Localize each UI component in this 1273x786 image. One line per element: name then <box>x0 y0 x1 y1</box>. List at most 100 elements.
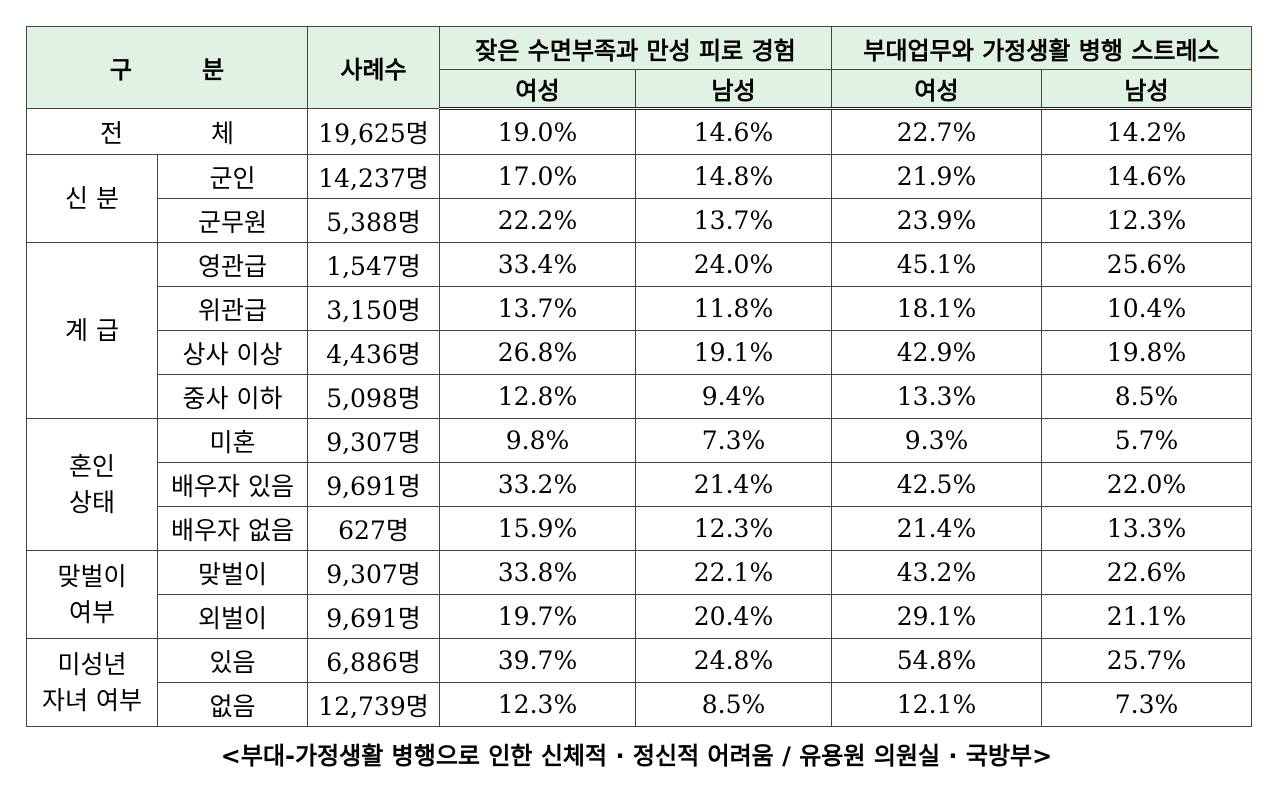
value-cell: 14.6% <box>635 108 832 155</box>
table-row: 미성년 자녀 여부 있음 6,886명 39.7% 24.8% 54.8% 25… <box>26 638 1253 727</box>
group-label-line: 여부 <box>68 597 115 627</box>
value-cell: 21.9% <box>831 154 1042 199</box>
value-cell: 19.0% <box>439 108 636 155</box>
group-label: 맞벌이 여부 <box>26 550 158 639</box>
group-label-line: 혼인 <box>68 451 115 481</box>
group-label: 계 급 <box>26 242 158 419</box>
group-label-line: 자녀 여부 <box>42 685 142 715</box>
group-label: 신 분 <box>26 154 158 243</box>
value-cell: 19.8% <box>1040 330 1253 375</box>
value-cell: 11.8% <box>635 286 832 331</box>
count-cell: 19,625명 <box>307 108 440 155</box>
value-cell: 14.8% <box>635 154 832 199</box>
table-row: 없음 12,739명 12.3% 8.5% 12.1% 7.3% <box>27 682 1253 727</box>
female-header: 여성 <box>831 69 1042 110</box>
group-label: 미성년 자녀 여부 <box>26 638 158 727</box>
value-cell: 21.4% <box>635 462 832 507</box>
subgroup-label: 중사 이하 <box>157 374 308 419</box>
value-cell: 12.3% <box>1040 198 1253 243</box>
value-cell: 8.5% <box>1040 374 1253 419</box>
value-cell: 29.1% <box>831 594 1042 639</box>
subgroup-label: 미혼 <box>157 418 308 463</box>
value-cell: 12.3% <box>635 506 832 551</box>
value-cell: 42.9% <box>831 330 1042 375</box>
male-header: 남성 <box>1040 69 1253 110</box>
value-cell: 7.3% <box>635 418 832 463</box>
value-cell: 13.7% <box>635 198 832 243</box>
group-label: 혼인 상태 <box>26 418 158 551</box>
value-cell: 12.8% <box>439 374 636 419</box>
table-row: 혼인 상태 미혼 9,307명 9.8% 7.3% 9.3% 5.7% <box>26 418 1253 551</box>
sample-count-header: 사례수 <box>307 26 440 109</box>
count-cell: 3,150명 <box>307 286 440 331</box>
value-cell: 42.5% <box>831 462 1042 507</box>
value-cell: 7.3% <box>1040 682 1253 727</box>
table-row: 상사 이상 4,436명 26.8% 19.1% 42.9% 19.8% <box>27 330 1253 375</box>
value-cell: 22.0% <box>1040 462 1253 507</box>
value-cell: 8.5% <box>635 682 832 727</box>
value-cell: 13.7% <box>439 286 636 331</box>
table-row: 위관급 3,150명 13.7% 11.8% 18.1% 10.4% <box>27 286 1253 331</box>
value-cell: 26.8% <box>439 330 636 375</box>
table-row: 배우자 있음 9,691명 33.2% 21.4% 42.5% 22.0% <box>27 462 1253 507</box>
value-cell: 10.4% <box>1040 286 1253 331</box>
count-cell: 5,388명 <box>307 198 440 243</box>
value-cell: 24.0% <box>635 242 832 287</box>
count-cell: 9,307명 <box>307 418 440 463</box>
value-cell: 20.4% <box>635 594 832 639</box>
count-cell: 1,547명 <box>307 242 440 287</box>
value-cell: 33.2% <box>439 462 636 507</box>
value-cell: 25.6% <box>1040 242 1253 287</box>
subgroup-label: 군인 <box>157 154 308 199</box>
table-row: 군무원 5,388명 22.2% 13.7% 23.9% 12.3% <box>27 198 1253 243</box>
value-cell: 12.1% <box>831 682 1042 727</box>
table-row: 맞벌이 여부 맞벌이 9,307명 33.8% 22.1% 43.2% 22.6… <box>26 550 1253 639</box>
subgroup-label: 영관급 <box>157 242 308 287</box>
value-cell: 39.7% <box>439 638 636 683</box>
value-cell: 21.4% <box>831 506 1042 551</box>
value-cell: 13.3% <box>831 374 1042 419</box>
stress-group-header: 부대업무와 가정생활 병행 스트레스 <box>830 26 1253 70</box>
group-label-line: 상태 <box>68 487 115 517</box>
subgroup-label: 상사 이상 <box>157 330 308 375</box>
value-cell: 9.8% <box>439 418 636 463</box>
value-cell: 22.7% <box>831 108 1042 155</box>
male-header: 남성 <box>635 69 832 110</box>
value-cell: 23.9% <box>831 198 1042 243</box>
value-cell: 9.3% <box>831 418 1042 463</box>
value-cell: 25.7% <box>1040 638 1253 683</box>
value-cell: 19.1% <box>635 330 832 375</box>
value-cell: 22.2% <box>439 198 636 243</box>
value-cell: 43.2% <box>831 550 1042 595</box>
count-cell: 14,237명 <box>307 154 440 199</box>
table-row: 배우자 없음 627명 15.9% 12.3% 21.4% 13.3% <box>27 506 1253 551</box>
value-cell: 33.4% <box>439 242 636 287</box>
subgroup-label: 배우자 없음 <box>157 506 308 551</box>
value-cell: 22.6% <box>1040 550 1253 595</box>
count-cell: 12,739명 <box>307 682 440 727</box>
value-cell: 54.8% <box>831 638 1042 683</box>
table-caption: <부대-가정생활 병행으로 인한 신체적 · 정신적 어려움 / 유용원 의원실… <box>220 742 1053 770</box>
value-cell: 33.8% <box>439 550 636 595</box>
count-cell: 5,098명 <box>307 374 440 419</box>
subgroup-label: 배우자 있음 <box>157 462 308 507</box>
female-header: 여성 <box>439 69 636 110</box>
subgroup-label: 군무원 <box>157 198 308 243</box>
value-cell: 15.9% <box>439 506 636 551</box>
table-row: 중사 이하 5,098명 12.8% 9.4% 13.3% 8.5% <box>27 374 1253 419</box>
count-cell: 9,307명 <box>307 550 440 595</box>
subgroup-label: 위관급 <box>157 286 308 331</box>
value-cell: 24.8% <box>635 638 832 683</box>
value-cell: 18.1% <box>831 286 1042 331</box>
count-cell: 9,691명 <box>307 462 440 507</box>
count-cell: 9,691명 <box>307 594 440 639</box>
value-cell: 14.6% <box>1040 154 1253 199</box>
count-cell: 4,436명 <box>307 330 440 375</box>
fatigue-group-header: 잦은 수면부족과 만성 피로 경험 <box>439 26 832 70</box>
value-cell: 9.4% <box>635 374 832 419</box>
subgroup-label: 없음 <box>157 682 308 727</box>
value-cell: 17.0% <box>439 154 636 199</box>
